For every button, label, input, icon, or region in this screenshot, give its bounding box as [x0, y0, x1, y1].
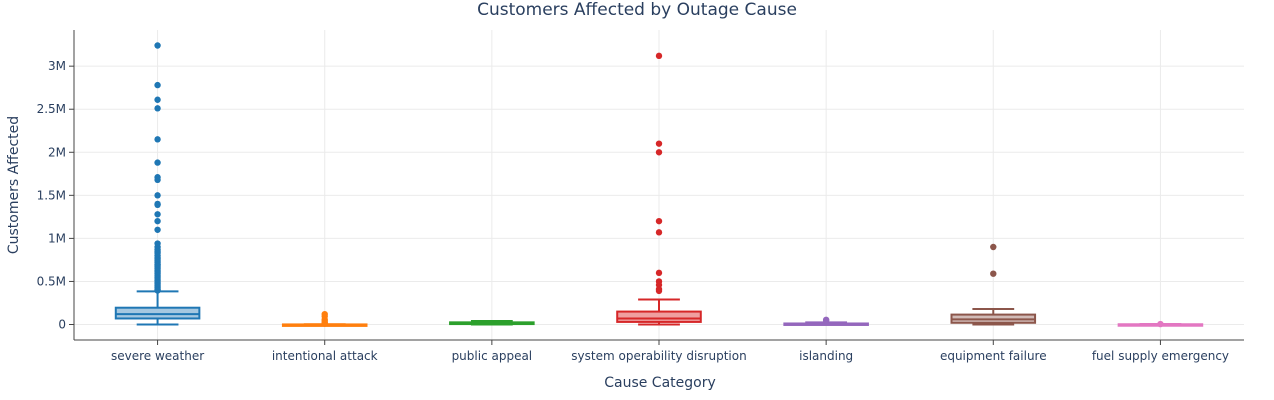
outlier-point: [154, 211, 161, 218]
outlier-point: [655, 229, 663, 236]
y-tick-label: 0: [58, 318, 66, 332]
y-tick-label: 3M: [48, 59, 66, 73]
boxes-layer: [114, 42, 1204, 328]
x-tick-label: equipment failure: [940, 349, 1047, 363]
outlier-point: [1157, 320, 1164, 328]
outlier-point: [655, 52, 663, 60]
outlier-point: [154, 287, 161, 294]
outlier-point: [655, 217, 663, 225]
axes-layer: [69, 30, 1244, 345]
outlier-point: [822, 317, 830, 324]
y-axis-title: Customers Affected: [6, 116, 22, 254]
x-tick-label: islanding: [799, 349, 853, 363]
x-tick-label: severe weather: [111, 349, 204, 363]
y-tick-label: 2.5M: [37, 102, 66, 116]
outlier-point: [154, 42, 161, 49]
outlier-point: [154, 81, 161, 89]
outlier-point: [154, 136, 161, 143]
outlier-point: [655, 140, 663, 147]
box-group: [114, 42, 201, 326]
box-group: [449, 320, 535, 326]
outlier-point: [655, 287, 663, 295]
box-group: [950, 243, 1037, 326]
x-tick-label: system operability disruption: [571, 349, 746, 363]
x-tick-label: fuel supply emergency: [1092, 349, 1229, 363]
chart-title: Customers Affected by Outage Cause: [477, 0, 797, 20]
ticks-layer: 0 0.5M 1M 1.5M 2M 2.5M 3M severe weather intenti…: [37, 59, 1229, 363]
x-axis-title: Cause Category: [604, 375, 716, 391]
outlier-point: [321, 320, 328, 327]
x-tick-label: intentional attack: [272, 349, 378, 363]
outlier-point: [154, 217, 161, 225]
outlier-point: [655, 149, 663, 156]
outlier-point: [154, 226, 161, 233]
x-tick-label: public appeal: [452, 349, 533, 363]
outlier-point: [990, 270, 997, 277]
box-iqr: [616, 310, 702, 323]
outlier-point: [154, 176, 161, 184]
box-group: [281, 310, 368, 327]
outlier-point: [154, 96, 161, 103]
y-tick-label: 0.5M: [37, 274, 66, 288]
y-tick-label: 2M: [48, 145, 66, 159]
outlier-point: [154, 105, 161, 112]
box-group: [1117, 320, 1204, 328]
outlier-point: [154, 159, 161, 166]
y-tick-label: 1.5M: [37, 188, 66, 202]
outlier-point: [655, 269, 663, 277]
box-group: [616, 52, 702, 326]
box-group: [783, 316, 869, 326]
y-tick-label: 1M: [48, 231, 66, 245]
box-iqr: [114, 306, 201, 320]
outlier-point: [990, 243, 997, 251]
outlier-point: [154, 192, 161, 199]
outlier-point: [154, 201, 161, 209]
